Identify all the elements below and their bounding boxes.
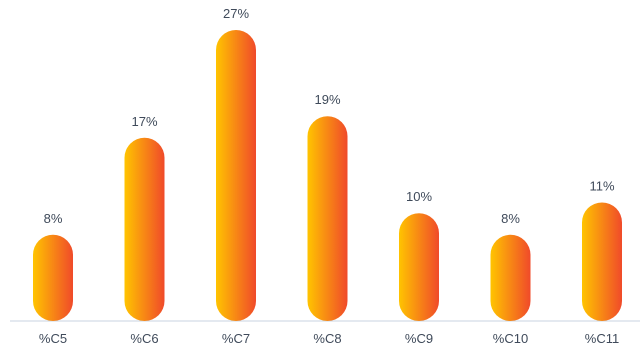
bar-c10	[491, 235, 531, 321]
x-tick-label: %C6	[130, 331, 158, 346]
bar-c8	[308, 116, 348, 321]
data-label: 27%	[223, 6, 249, 21]
x-tick-label: %C8	[313, 331, 341, 346]
data-label: 19%	[314, 92, 340, 107]
x-tick-label: %C7	[222, 331, 250, 346]
bar-c9	[399, 213, 439, 321]
data-label: 8%	[44, 211, 63, 226]
bar-c7	[216, 30, 256, 321]
data-label: 11%	[589, 178, 614, 193]
bar-c6	[125, 138, 165, 321]
x-tick-label: %C11	[585, 331, 619, 346]
data-label: 17%	[131, 114, 157, 129]
x-tick-label: %C9	[405, 331, 433, 346]
data-label: 10%	[406, 189, 432, 204]
bars-group	[33, 30, 622, 321]
bar-c11	[582, 202, 622, 321]
x-tick-label: %C5	[39, 331, 67, 346]
bar-c5	[33, 235, 73, 321]
x-tick-label: %C10	[493, 331, 528, 346]
data-label: 8%	[501, 211, 520, 226]
x-tick-labels-group: %C5 %C6 %C7 %C8 %C9 %C10 %C11	[39, 331, 619, 346]
